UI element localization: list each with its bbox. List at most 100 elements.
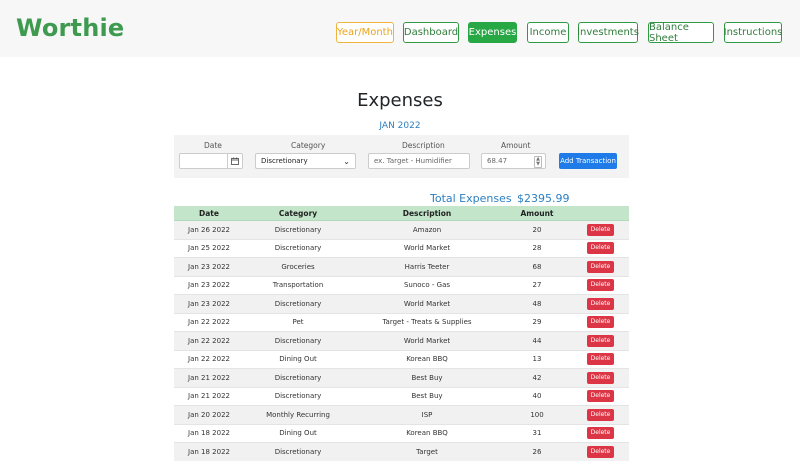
cell-amount: 26 — [502, 442, 572, 461]
header-actions — [572, 206, 629, 221]
nav-income-button[interactable]: Income — [527, 22, 569, 43]
header-category: Category — [244, 206, 352, 221]
delete-button[interactable]: Delete — [586, 297, 615, 310]
table-row: Jan 22 2022 Dining Out Korean BBQ 13 Delete — [174, 349, 629, 369]
table-row: Jan 21 2022 Discretionary Best Buy 42 Delete — [174, 368, 629, 387]
cell-amount: 48 — [502, 294, 572, 313]
table-row: Jan 21 2022 Discretionary Best Buy 40 Delete — [174, 386, 629, 406]
category-select-value: Discretionary — [261, 157, 308, 165]
delete-button[interactable]: Delete — [586, 390, 615, 403]
cell-amount: 68 — [502, 257, 572, 276]
table-row: Jan 22 2022 Pet Target - Treats & Supplies… — [174, 312, 629, 332]
category-label: Category — [291, 141, 326, 150]
cell-category: Discretionary — [244, 442, 352, 461]
date-field[interactable] — [179, 153, 243, 169]
cell-description: Harris Teeter — [352, 257, 502, 276]
table-row: Jan 23 2022 Discretionary World Market 48 De… — [174, 294, 629, 313]
amount-input[interactable]: 68.47 ▲ ▼ — [481, 153, 546, 169]
nav-investments-button[interactable]: Investments — [577, 22, 639, 43]
nav-instructions-button[interactable]: Instructions — [724, 22, 782, 43]
delete-button[interactable]: Delete — [586, 445, 615, 458]
delete-button[interactable]: Delete — [586, 427, 615, 440]
cell-date: Jan 21 2022 — [174, 368, 244, 387]
cell-actions: Delete — [572, 368, 629, 387]
cell-actions: Delete — [572, 423, 629, 443]
calendar-icon[interactable] — [227, 154, 242, 168]
table-row: Jan 25 2022 Discretionary World Market 28 De… — [174, 238, 629, 258]
header-date: Date — [174, 206, 244, 221]
delete-button[interactable]: Delete — [586, 260, 615, 273]
table-row: Jan 22 2022 Discretionary World Market 44 De… — [174, 331, 629, 350]
table-row: Jan 18 2022 Discretionary Target 26 Delete — [174, 442, 629, 461]
header-description: Description — [352, 206, 502, 221]
cell-actions: Delete — [572, 405, 629, 424]
cell-actions: Delete — [572, 294, 629, 313]
cell-date: Jan 22 2022 — [174, 312, 244, 332]
cell-date: Jan 22 2022 — [174, 349, 244, 369]
category-select[interactable]: Discretionary ⌄ — [255, 153, 356, 169]
cell-description: Korean BBQ — [352, 423, 502, 443]
table-row: Jan 23 2022 Transportation Sunoco - Gas 27 D… — [174, 275, 629, 295]
cell-category: Transportation — [244, 275, 352, 295]
cell-actions: Delete — [572, 442, 629, 461]
add-transaction-button[interactable]: Add Transaction — [559, 153, 617, 169]
cell-amount: 40 — [502, 386, 572, 406]
cell-date: Jan 20 2022 — [174, 405, 244, 424]
cell-category: Discretionary — [244, 220, 352, 239]
total-expenses-value: $2395.99 — [517, 192, 570, 205]
cell-category: Discretionary — [244, 331, 352, 350]
delete-button[interactable]: Delete — [586, 371, 615, 384]
delete-button[interactable]: Delete — [586, 279, 615, 292]
delete-button[interactable]: Delete — [586, 223, 615, 236]
page-title: Expenses — [357, 90, 443, 111]
cell-category: Discretionary — [244, 238, 352, 258]
nav-expenses-button[interactable]: Expenses — [468, 22, 517, 43]
cell-description: Target — [352, 442, 502, 461]
nav-dashboard-button[interactable]: Dashboard — [403, 22, 459, 43]
cell-actions: Delete — [572, 257, 629, 276]
cell-description: Sunoco - Gas — [352, 275, 502, 295]
cell-description: World Market — [352, 238, 502, 258]
delete-button[interactable]: Delete — [586, 353, 615, 366]
cell-description: Target - Treats & Supplies — [352, 312, 502, 332]
cell-date: Jan 23 2022 — [174, 257, 244, 276]
header-amount: Amount — [502, 206, 572, 221]
cell-amount: 20 — [502, 220, 572, 239]
delete-button[interactable]: Delete — [586, 316, 615, 329]
nav-year-month-button[interactable]: Year/Month — [336, 22, 394, 43]
description-label: Description — [402, 141, 445, 150]
cell-amount: 31 — [502, 423, 572, 443]
cell-date: Jan 23 2022 — [174, 294, 244, 313]
cell-actions: Delete — [572, 275, 629, 295]
number-spinner-icon[interactable]: ▲ ▼ — [534, 156, 542, 168]
cell-amount: 27 — [502, 275, 572, 295]
description-input[interactable]: ex. Target - Humidifier — [368, 153, 470, 169]
cell-description: World Market — [352, 294, 502, 313]
delete-button[interactable]: Delete — [586, 334, 615, 347]
brand-logo[interactable]: Worthie — [16, 14, 125, 42]
cell-actions: Delete — [572, 331, 629, 350]
table-row: Jan 20 2022 Monthly Recurring ISP 100 Delete — [174, 405, 629, 424]
cell-amount: 13 — [502, 349, 572, 369]
total-expenses-label: Total Expenses — [430, 192, 512, 205]
cell-actions: Delete — [572, 220, 629, 239]
table-header-row: Date Category Description Amount — [174, 206, 629, 221]
cell-description: Best Buy — [352, 386, 502, 406]
delete-button[interactable]: Delete — [586, 408, 615, 421]
cell-date: Jan 18 2022 — [174, 442, 244, 461]
table-row: Jan 18 2022 Dining Out Korean BBQ 31 Delete — [174, 423, 629, 443]
cell-date: Jan 18 2022 — [174, 423, 244, 443]
amount-label: Amount — [501, 141, 531, 150]
cell-date: Jan 21 2022 — [174, 386, 244, 406]
cell-description: World Market — [352, 331, 502, 350]
delete-button[interactable]: Delete — [586, 242, 615, 255]
expenses-table: Date Category Description Amount Jan 26 … — [174, 206, 629, 461]
cell-date: Jan 26 2022 — [174, 220, 244, 239]
cell-amount: 29 — [502, 312, 572, 332]
cell-actions: Delete — [572, 238, 629, 258]
cell-description: Korean BBQ — [352, 349, 502, 369]
nav-balance-sheet-button[interactable]: Balance Sheet — [648, 22, 714, 44]
cell-date: Jan 22 2022 — [174, 331, 244, 350]
cell-category: Dining Out — [244, 349, 352, 369]
cell-category: Monthly Recurring — [244, 405, 352, 424]
